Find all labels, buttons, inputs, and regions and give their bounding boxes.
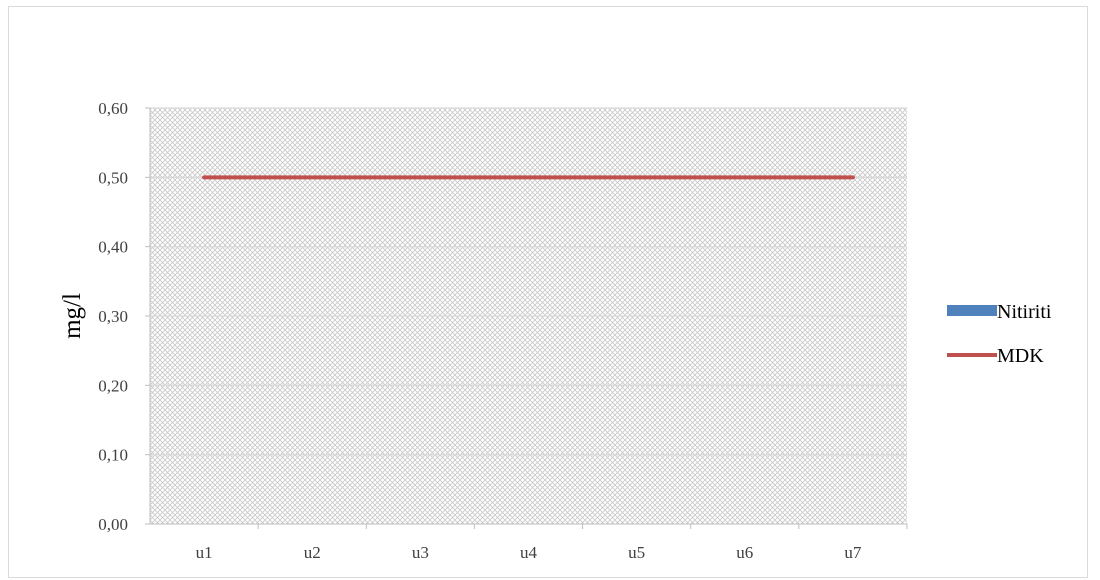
legend-swatch-nitiriti <box>947 305 997 316</box>
x-tick-label: u4 <box>520 543 538 562</box>
y-tick-label: 0,40 <box>98 238 128 257</box>
y-tick-label: 0,00 <box>98 515 128 534</box>
x-tick-label: u1 <box>196 543 213 562</box>
x-tick-label: u2 <box>304 543 321 562</box>
y-tick-label: 0,20 <box>98 376 128 395</box>
legend-label-nitiriti: Nitiriti <box>997 301 1052 323</box>
legend: Nitiriti MDK <box>947 301 1052 367</box>
y-tick-labels: 0,00 0,10 0,20 0,30 0,40 0,50 0,60 <box>98 99 128 534</box>
x-tick-label: u6 <box>736 543 753 562</box>
x-tick-label: u5 <box>628 543 645 562</box>
x-tick-labels: u1 u2 u3 u4 u5 u6 u7 <box>196 543 862 562</box>
x-tick-label: u3 <box>412 543 429 562</box>
x-tick-label: u7 <box>844 543 862 562</box>
y-tick-label: 0,50 <box>98 168 128 187</box>
y-axis-label: mg/l <box>59 293 86 339</box>
y-tick-label: 0,30 <box>98 307 128 326</box>
y-tick-label: 0,10 <box>98 446 128 465</box>
legend-label-mdk: MDK <box>997 345 1044 367</box>
y-tick-label: 0,60 <box>98 99 128 118</box>
